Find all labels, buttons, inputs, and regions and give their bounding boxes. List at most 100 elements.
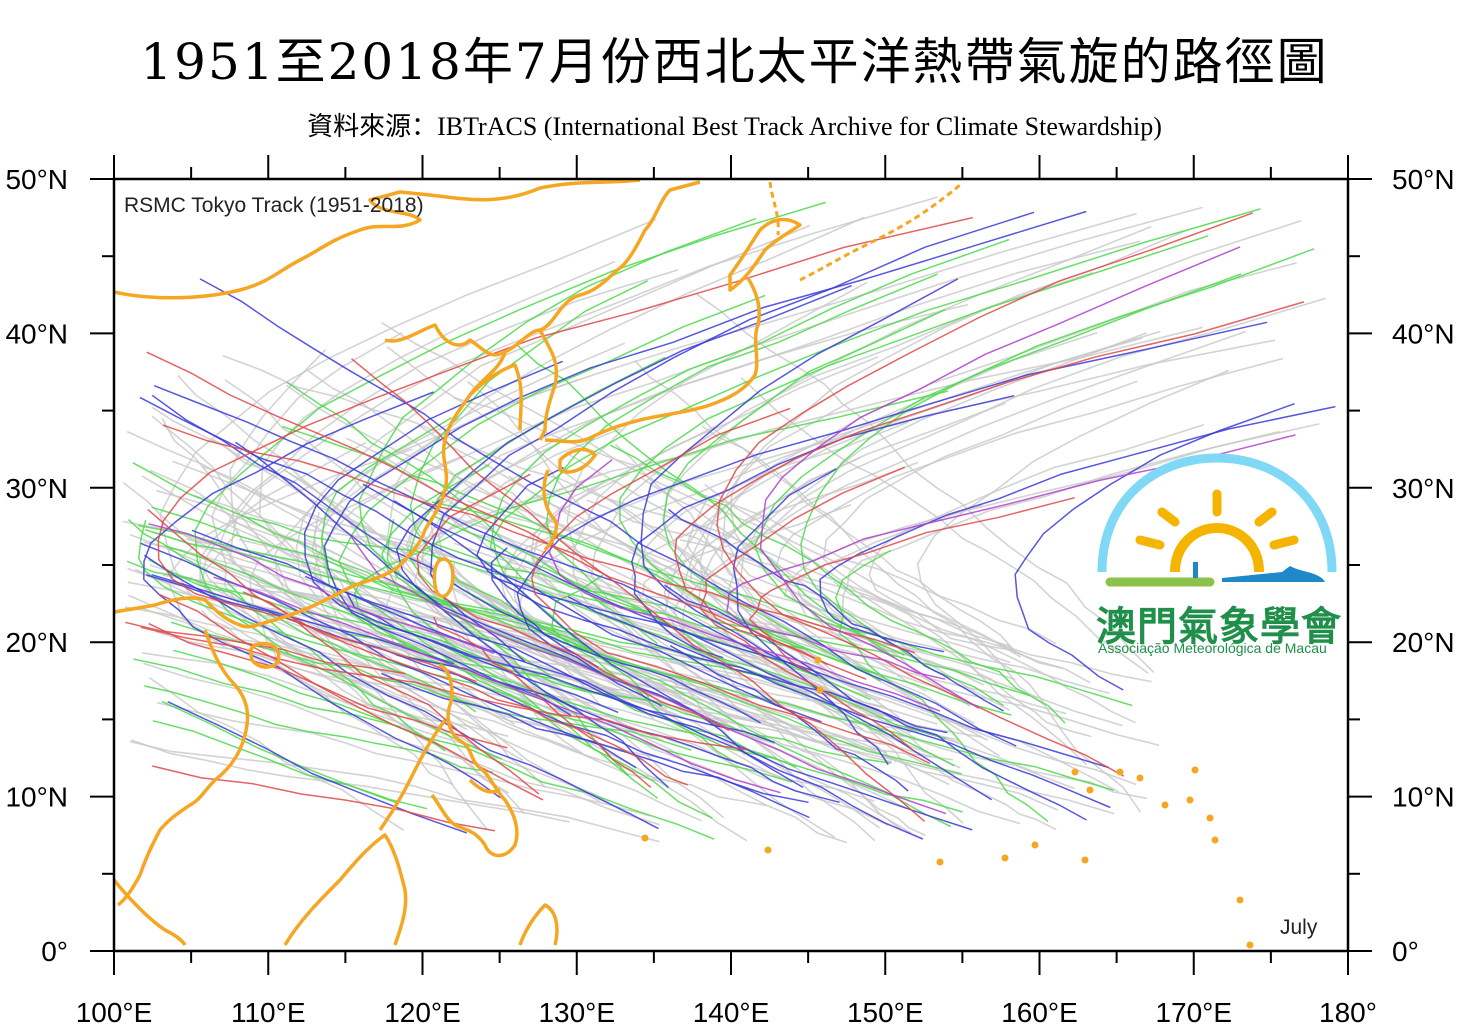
island-dot	[816, 686, 824, 694]
typhoon-track	[566, 281, 868, 731]
lat-label-left: 20°N	[5, 627, 68, 658]
coastline-japan	[542, 217, 802, 552]
island-dot	[1136, 774, 1144, 782]
lat-label-right: 40°N	[1392, 318, 1455, 349]
typhoon-track	[125, 621, 406, 675]
typhoon-track	[295, 224, 811, 803]
typhoon-track	[350, 535, 947, 815]
lat-label-right: 10°N	[1392, 782, 1455, 813]
lon-label: 120°E	[384, 997, 461, 1028]
typhoon-track	[466, 380, 739, 645]
typhoon-track	[373, 603, 748, 842]
typhoon-track	[386, 216, 865, 721]
lat-label-left: 50°N	[5, 164, 68, 195]
typhoon-track	[421, 240, 1141, 653]
island-dot	[1116, 768, 1124, 776]
typhoon-track	[429, 211, 1035, 663]
typhoon-track	[516, 321, 1268, 707]
typhoon-track	[146, 574, 809, 804]
data-source-subtitle: 資料來源：IBTrACS (International Best Track A…	[307, 112, 1162, 141]
typhoon-track	[173, 649, 715, 840]
island-dot	[1031, 841, 1039, 849]
typhoon-track	[323, 210, 1087, 716]
typhoon-track	[732, 468, 889, 766]
typhoon-track	[124, 606, 875, 802]
typhoon-track	[438, 489, 776, 745]
lat-label-right: 20°N	[1392, 627, 1455, 658]
typhoon-track	[748, 496, 1075, 673]
typhoon-track	[916, 369, 1230, 813]
typhoon-track	[242, 515, 876, 674]
typhoon-track	[631, 394, 1015, 659]
typhoon-track	[265, 613, 1115, 815]
lon-label: 180°	[1319, 997, 1377, 1028]
typhoon-track	[432, 515, 955, 767]
island-dot	[641, 834, 649, 842]
island-dot	[1001, 854, 1009, 862]
typhoon-track	[189, 576, 510, 794]
typhoon-track	[476, 466, 1111, 809]
island-dot	[1081, 856, 1089, 864]
typhoon-track	[242, 591, 688, 786]
typhoon-track	[699, 466, 915, 752]
island-dot	[1186, 796, 1194, 804]
typhoon-track	[634, 360, 1044, 703]
typhoon-track	[490, 547, 761, 724]
typhoon-track	[235, 441, 670, 789]
typhoon-track	[531, 407, 931, 765]
typhoon-track	[433, 616, 652, 788]
coastline-indochina	[112, 629, 250, 946]
typhoon-track	[800, 248, 1315, 707]
typhoon-track	[143, 554, 659, 830]
typhoon-track	[146, 351, 867, 680]
island-dot	[1236, 896, 1244, 904]
typhoon-track	[696, 293, 1155, 673]
typhoon-track	[148, 622, 508, 749]
lat-label-left: 30°N	[5, 473, 68, 504]
typhoon-track	[148, 523, 495, 655]
typhoon-track	[686, 499, 1001, 757]
island-dot	[1161, 801, 1169, 809]
map-inner-title: RSMC Tokyo Track (1951-2018)	[124, 194, 424, 217]
typhoon-track	[346, 592, 776, 744]
map-frame	[90, 155, 1372, 975]
sun-over-sea-logo-icon	[1097, 453, 1337, 587]
typhoon-track	[193, 494, 863, 647]
typhoon-track	[213, 576, 781, 794]
typhoon-track	[492, 208, 1261, 698]
typhoon-track	[139, 396, 822, 723]
lat-label-right: 0°	[1392, 936, 1419, 967]
typhoon-track	[662, 308, 946, 682]
island-dot	[1206, 814, 1214, 822]
typhoon-track	[759, 246, 1241, 709]
coastline-sakhalin	[768, 181, 961, 282]
coastline-hainan	[249, 641, 281, 669]
typhoon-track	[609, 444, 1066, 724]
typhoon-track	[381, 672, 810, 819]
page-title: 1951至2018年7月份西北太平洋熱帶氣旋的路徑圖	[140, 33, 1329, 91]
lat-label-right: 30°N	[1392, 473, 1455, 504]
logo-name-chinese: 澳門氣象學會	[1096, 604, 1342, 650]
typhoon-track	[320, 342, 626, 725]
typhoon-track	[285, 381, 658, 645]
typhoon-track	[431, 501, 1133, 707]
typhoon-track	[513, 537, 689, 704]
typhoon-track	[144, 685, 494, 774]
typhoon-track	[1014, 402, 1295, 691]
typhoon-track	[393, 500, 804, 789]
typhoon-track	[167, 701, 468, 834]
lon-label: 150°E	[847, 997, 924, 1028]
lon-label: 100°E	[76, 997, 153, 1028]
typhoon-track	[565, 451, 1010, 711]
typhoon-track	[158, 593, 544, 801]
lat-label-left: 0°	[41, 936, 68, 967]
island-dot	[1071, 768, 1079, 776]
typhoon-track	[129, 740, 660, 843]
typhoon-track	[668, 508, 1004, 712]
typhoon-track	[152, 765, 496, 832]
typhoon-track	[640, 278, 959, 677]
typhoon-track	[515, 343, 896, 659]
typhoon-track	[142, 607, 629, 815]
logo-name-portuguese: Associação Meteorológica de Macau	[1098, 640, 1327, 656]
typhoon-track	[140, 626, 749, 751]
